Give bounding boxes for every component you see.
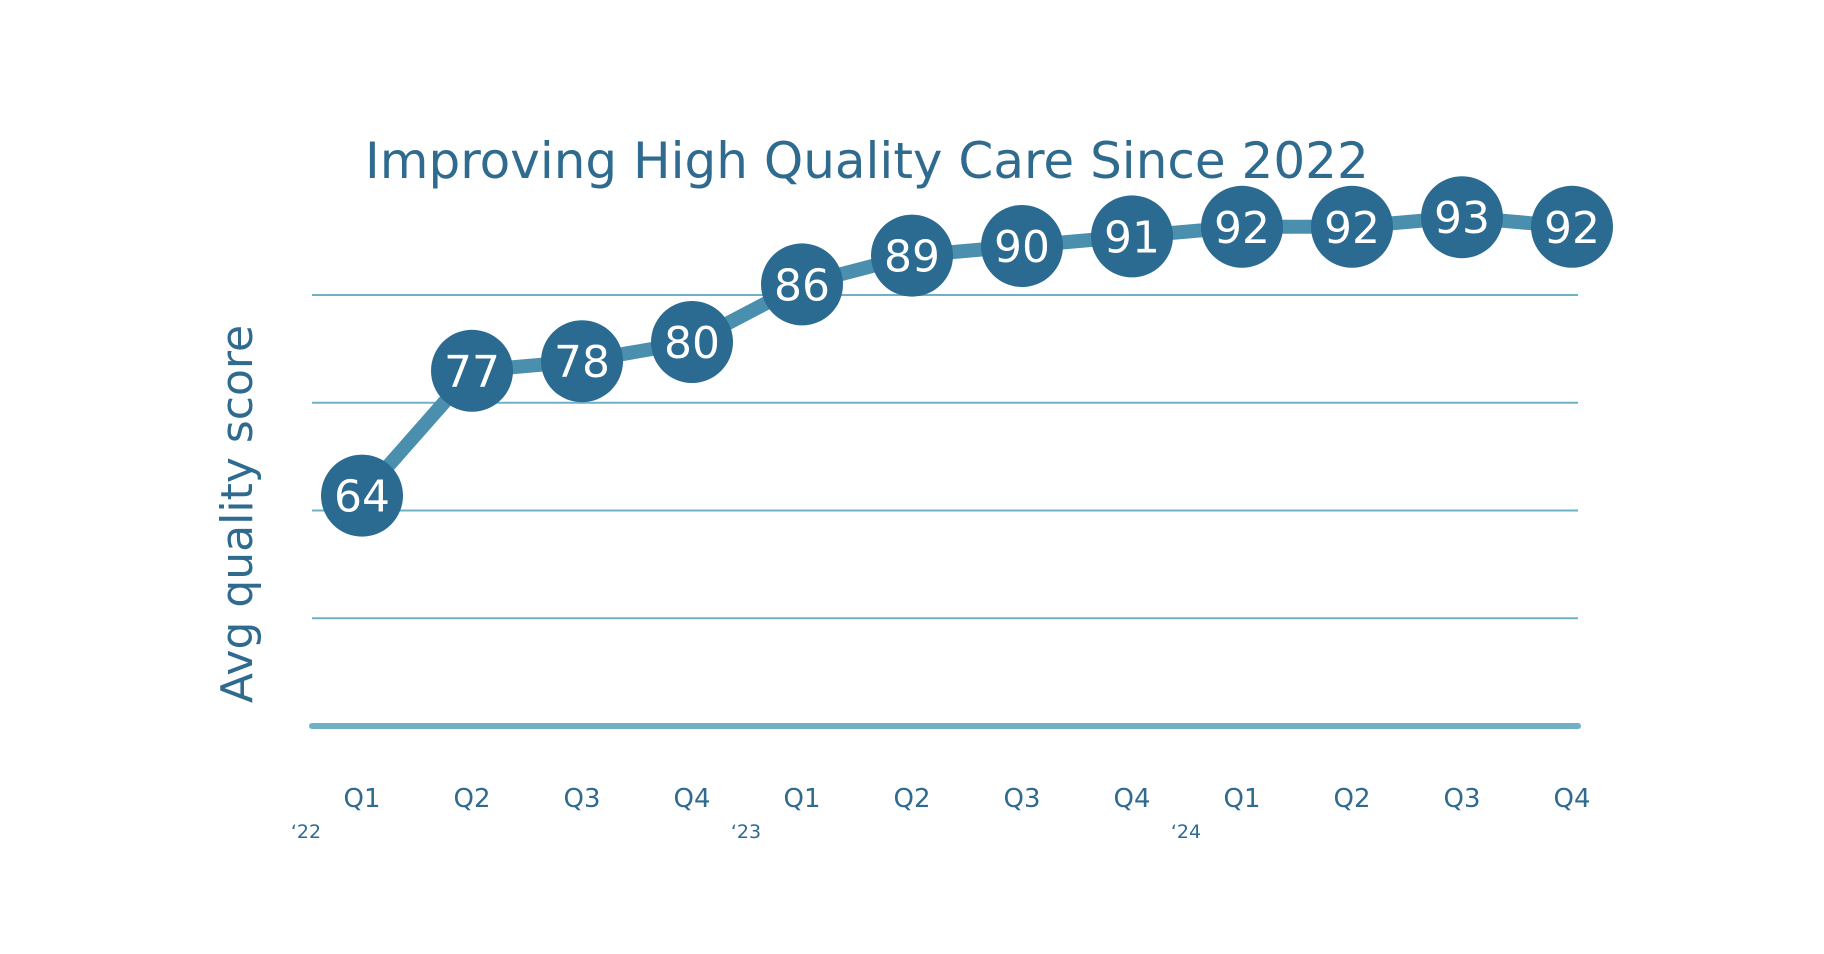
x-year-label: ‘24 <box>1171 821 1201 843</box>
data-label: 91 <box>1104 212 1160 263</box>
x-tick-label: Q1 <box>343 784 380 814</box>
data-point <box>1531 185 1613 268</box>
x-year-label: ‘23 <box>731 821 761 843</box>
data-point <box>981 205 1063 287</box>
data-label: 80 <box>664 318 720 369</box>
x-axis-ticks: Q1 Q2 Q3 Q4 Q1 Q2 Q3 Q4 Q1 Q2 Q3 Q4 <box>343 784 1590 814</box>
grid-lines <box>309 294 1581 729</box>
data-point <box>651 301 733 383</box>
x-tick-label: Q4 <box>673 784 710 814</box>
x-tick-label: Q3 <box>1003 784 1040 814</box>
x-tick-label: Q3 <box>563 784 600 814</box>
data-label: 89 <box>884 232 940 283</box>
x-tick-label: Q2 <box>893 784 930 814</box>
data-label: 78 <box>554 337 610 388</box>
x-tick-label: Q2 <box>1333 784 1370 814</box>
data-label: 90 <box>994 222 1050 273</box>
data-point <box>1311 185 1393 268</box>
data-point <box>1091 195 1173 278</box>
data-label: 64 <box>334 472 390 523</box>
x-axis-year-labels: ‘22 ‘23 ‘24 <box>291 821 1201 843</box>
y-axis-label: Avg quality score <box>212 325 263 703</box>
x-tick-label: Q4 <box>1113 784 1150 814</box>
data-point <box>1421 176 1503 259</box>
data-point <box>541 320 623 403</box>
data-label: 92 <box>1214 203 1270 254</box>
x-tick-label: Q2 <box>453 784 490 814</box>
data-point <box>761 243 843 326</box>
data-label: 86 <box>774 260 830 311</box>
x-year-label: ‘22 <box>291 821 321 843</box>
data-label: 77 <box>444 347 500 398</box>
x-tick-label: Q1 <box>783 784 820 814</box>
data-point <box>431 329 513 412</box>
data-label: 92 <box>1324 203 1380 254</box>
x-tick-label: Q4 <box>1553 784 1590 814</box>
data-label: 92 <box>1544 203 1600 254</box>
data-label: 93 <box>1434 193 1490 244</box>
chart-title: Improving High Quality Care Since 2022 <box>365 132 1369 190</box>
x-tick-label: Q1 <box>1223 784 1260 814</box>
data-point <box>321 454 403 537</box>
data-point <box>1201 185 1283 268</box>
data-point <box>871 214 953 297</box>
data-points: 64 77 78 80 86 89 90 91 92 92 93 92 <box>321 176 1613 537</box>
x-tick-label: Q3 <box>1443 784 1480 814</box>
